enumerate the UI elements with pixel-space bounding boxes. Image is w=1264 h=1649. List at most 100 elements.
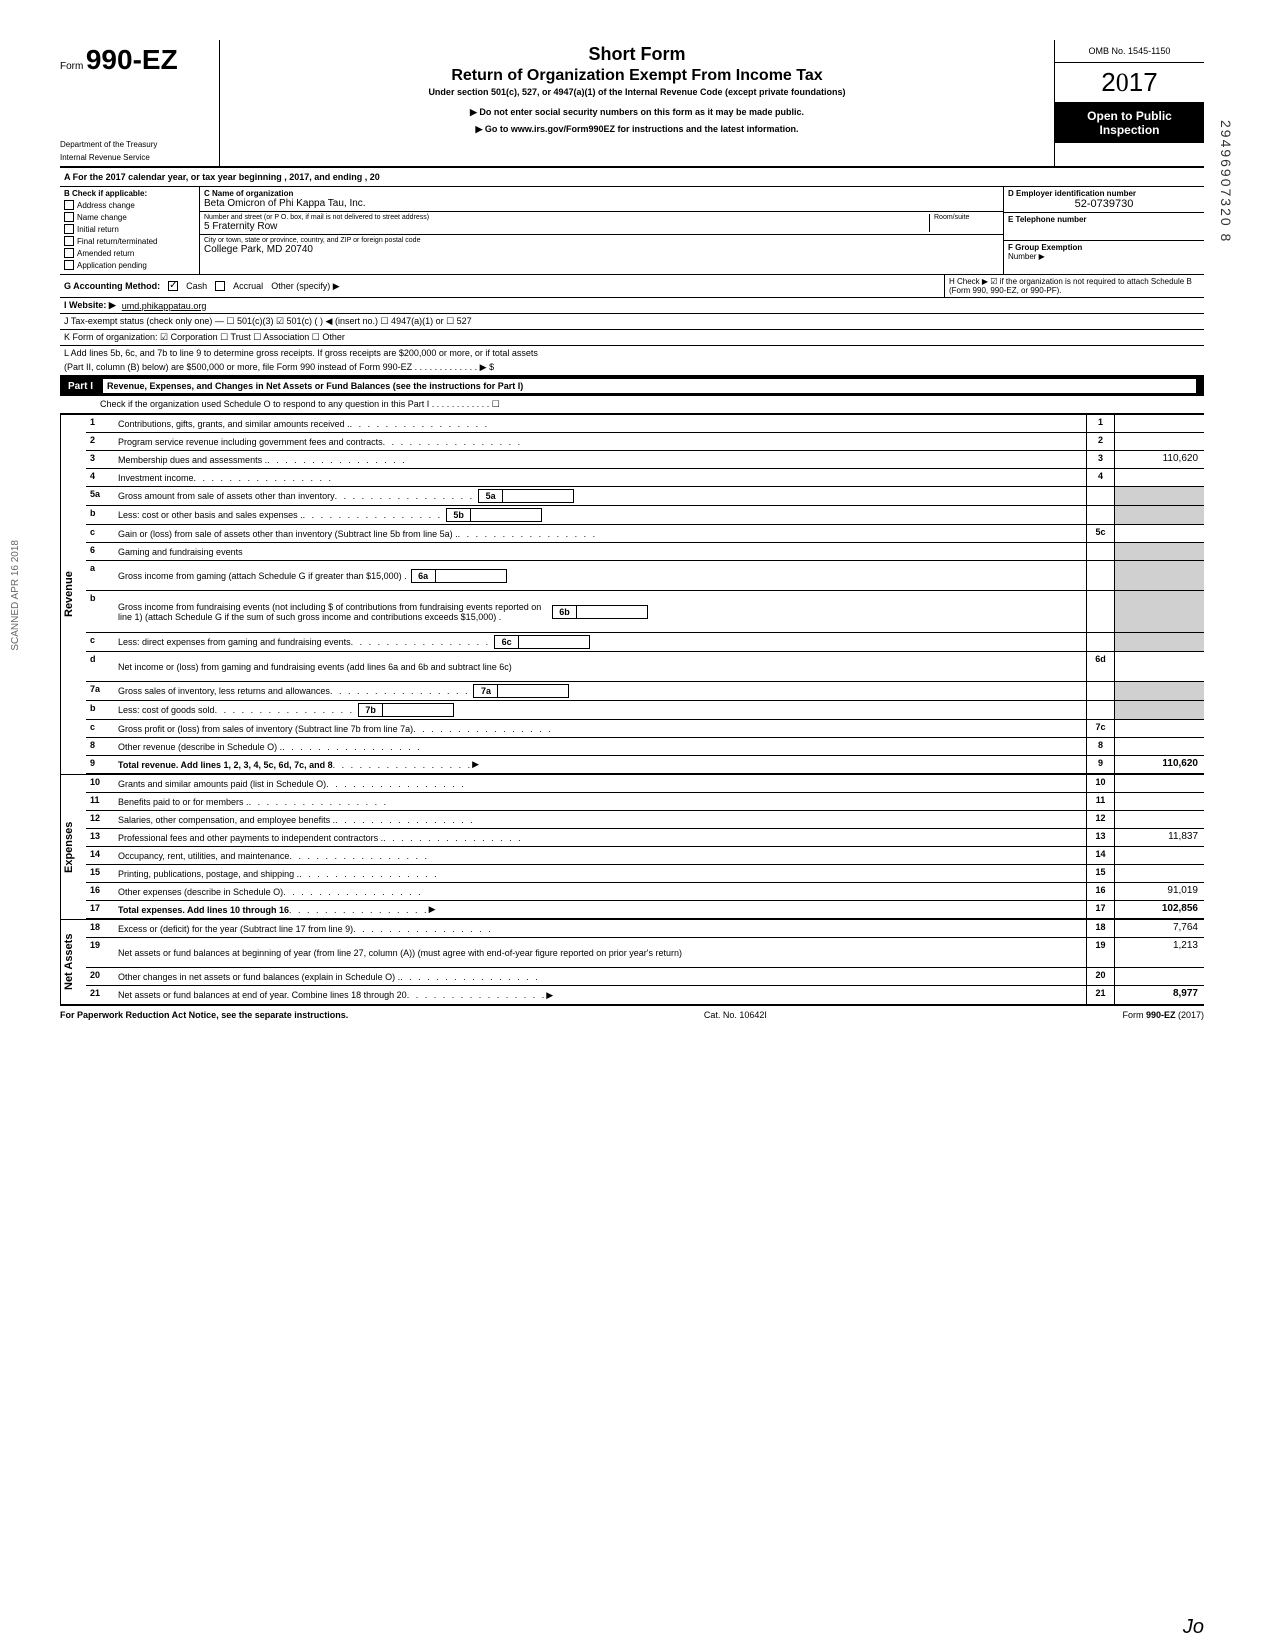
line-6d: dNet income or (loss) from gaming and fu… [86, 652, 1204, 682]
col-c-org-info: C Name of organization Beta Omicron of P… [200, 187, 1004, 274]
line-5b: bLess: cost or other basis and sales exp… [86, 506, 1204, 525]
label-addr: Number and street (or P O. box, if mail … [204, 214, 929, 221]
part-i-label: Part I [68, 381, 93, 392]
line-17: 17Total expenses. Add lines 10 through 1… [86, 901, 1204, 919]
footer-left: For Paperwork Reduction Act Notice, see … [60, 1010, 348, 1020]
line-20: 20Other changes in net assets or fund ba… [86, 968, 1204, 986]
line-5c: cGain or (loss) from sale of assets othe… [86, 525, 1204, 543]
chk-accrual[interactable] [215, 281, 225, 291]
line-10: 10Grants and similar amounts paid (list … [86, 775, 1204, 793]
title-short: Short Form [230, 44, 1044, 65]
label-ein: D Employer identification number [1008, 189, 1200, 198]
line-g-accounting: G Accounting Method: Cash Accrual Other … [60, 275, 944, 297]
line-h-schedule-b: H Check ▶ ☑ if the organization is not r… [944, 275, 1204, 297]
chk-initial-return[interactable]: Initial return [64, 224, 195, 234]
line-i-website: I Website: ▶ umd.phikappatau.org [60, 298, 1204, 314]
chk-amended[interactable]: Amended return [64, 248, 195, 258]
line-12: 12Salaries, other compensation, and empl… [86, 811, 1204, 829]
dept-irs: Internal Revenue Service [60, 149, 211, 162]
net-assets-section: Net Assets 18Excess or (deficit) for the… [60, 919, 1204, 1006]
chk-app-pending[interactable]: Application pending [64, 260, 195, 270]
revenue-section: Revenue 1Contributions, gifts, grants, a… [60, 414, 1204, 774]
form-word: Form [60, 61, 83, 72]
expenses-section: Expenses 10Grants and similar amounts pa… [60, 774, 1204, 919]
line-a-tax-year: A For the 2017 calendar year, or tax yea… [60, 168, 1204, 187]
label-city: City or town, state or province, country… [204, 237, 999, 244]
open-public: Open to Public Inspection [1055, 103, 1204, 143]
line-5a: 5aGross amount from sale of assets other… [86, 487, 1204, 506]
label-org-name: C Name of organization [204, 189, 999, 198]
line-j-tax-status: J Tax-exempt status (check only one) — ☐… [60, 314, 1204, 330]
line-7b: bLess: cost of goods sold7b [86, 701, 1204, 720]
label-f: F Group Exemption [1008, 243, 1200, 252]
label-g: G Accounting Method: [64, 281, 160, 291]
side-netassets: Net Assets [60, 920, 86, 1004]
line-21: 21Net assets or fund balances at end of … [86, 986, 1204, 1004]
omb-box: OMB No. 1545-1150 20201717 Open to Publi… [1054, 40, 1204, 166]
part-i-title: Revenue, Expenses, and Changes in Net As… [103, 379, 1196, 393]
line-16: 16Other expenses (describe in Schedule O… [86, 883, 1204, 901]
line-19: 19Net assets or fund balances at beginni… [86, 938, 1204, 968]
side-revenue: Revenue [60, 415, 86, 774]
group-exemption-row: F Group Exemption Number ▶ [1004, 241, 1204, 269]
label-room: Room/suite [929, 214, 999, 232]
chk-final-return[interactable]: Final return/terminated [64, 236, 195, 246]
line-7a: 7aGross sales of inventory, less returns… [86, 682, 1204, 701]
title-desc: Under section 501(c), 527, or 4947(a)(1)… [230, 87, 1044, 97]
margin-scanned-stamp: SCANNED APR 16 2018 [10, 540, 21, 651]
line-9: 9Total revenue. Add lines 1, 2, 3, 4, 5c… [86, 756, 1204, 774]
street-address: 5 Fraternity Row [204, 221, 929, 232]
line-8: 8Other revenue (describe in Schedule O) … [86, 738, 1204, 756]
line-13: 13Professional fees and other payments t… [86, 829, 1204, 847]
open-line2: Inspection [1059, 123, 1200, 137]
margin-right-number: 29496907320 8 [1218, 120, 1234, 243]
signature-initials: Jo [1183, 1616, 1204, 1639]
tel-row: E Telephone number [1004, 213, 1204, 241]
chk-name-change[interactable]: Name change [64, 212, 195, 222]
note-link: ▶ Go to www.irs.gov/Form990EZ for instru… [230, 124, 1044, 135]
form-header: Form 990-EZ Department of the Treasury I… [60, 40, 1204, 168]
form-number: 990-EZ [86, 44, 178, 75]
dept-treasury: Department of the Treasury [60, 136, 211, 149]
line-3: 3Membership dues and assessments .3110,6… [86, 451, 1204, 469]
ein-value: 52-0739730 [1008, 198, 1200, 210]
chk-address-change[interactable]: Address change [64, 200, 195, 210]
chk-cash[interactable] [168, 281, 178, 291]
line-k-org-form: K Form of organization: ☑ Corporation ☐ … [60, 330, 1204, 346]
line-l-1: L Add lines 5b, 6c, and 7b to line 9 to … [60, 346, 1204, 360]
ein-row: D Employer identification number 52-0739… [1004, 187, 1204, 213]
line-l-2: (Part II, column (B) below) are $500,000… [60, 360, 1204, 376]
label-tel: E Telephone number [1008, 215, 1200, 224]
city-state-zip: College Park, MD 20740 [204, 244, 999, 255]
footer-mid: Cat. No. 10642I [704, 1010, 767, 1020]
line-6c: cLess: direct expenses from gaming and f… [86, 633, 1204, 652]
line-7c: cGross profit or (loss) from sales of in… [86, 720, 1204, 738]
section-bcdef: B Check if applicable: Address change Na… [60, 187, 1204, 275]
col-def: D Employer identification number 52-0739… [1004, 187, 1204, 274]
line-6b: bGross income from fundraising events (n… [86, 591, 1204, 633]
col-b-header: B Check if applicable: [64, 189, 195, 198]
tax-year: 20201717 [1055, 63, 1204, 103]
label-f2: Number ▶ [1008, 252, 1200, 261]
open-line1: Open to Public [1059, 109, 1200, 123]
line-1: 1Contributions, gifts, grants, and simil… [86, 415, 1204, 433]
addr-row: Number and street (or P O. box, if mail … [200, 212, 1003, 235]
line-11: 11Benefits paid to or for members .11 [86, 793, 1204, 811]
org-name-row: C Name of organization Beta Omicron of P… [200, 187, 1003, 212]
line-6: 6Gaming and fundraising events [86, 543, 1204, 561]
org-name: Beta Omicron of Phi Kappa Tau, Inc. [204, 198, 999, 209]
form-footer: For Paperwork Reduction Act Notice, see … [60, 1006, 1204, 1024]
omb-number: OMB No. 1545-1150 [1055, 40, 1204, 63]
line-15: 15Printing, publications, postage, and s… [86, 865, 1204, 883]
form-id-box: Form 990-EZ Department of the Treasury I… [60, 40, 220, 166]
label-i: I Website: ▶ [64, 300, 116, 311]
part-i-header: Part I Revenue, Expenses, and Changes in… [60, 376, 1204, 396]
line-18: 18Excess or (deficit) for the year (Subt… [86, 920, 1204, 938]
line-14: 14Occupancy, rent, utilities, and mainte… [86, 847, 1204, 865]
col-b-checkboxes: B Check if applicable: Address change Na… [60, 187, 200, 274]
note-ssn: ▶ Do not enter social security numbers o… [230, 107, 1044, 118]
form-990ez: Form 990-EZ Department of the Treasury I… [60, 40, 1204, 1024]
line-4: 4Investment income4 [86, 469, 1204, 487]
title-box: Short Form Return of Organization Exempt… [220, 40, 1054, 166]
part-i-check: Check if the organization used Schedule … [60, 396, 1204, 414]
